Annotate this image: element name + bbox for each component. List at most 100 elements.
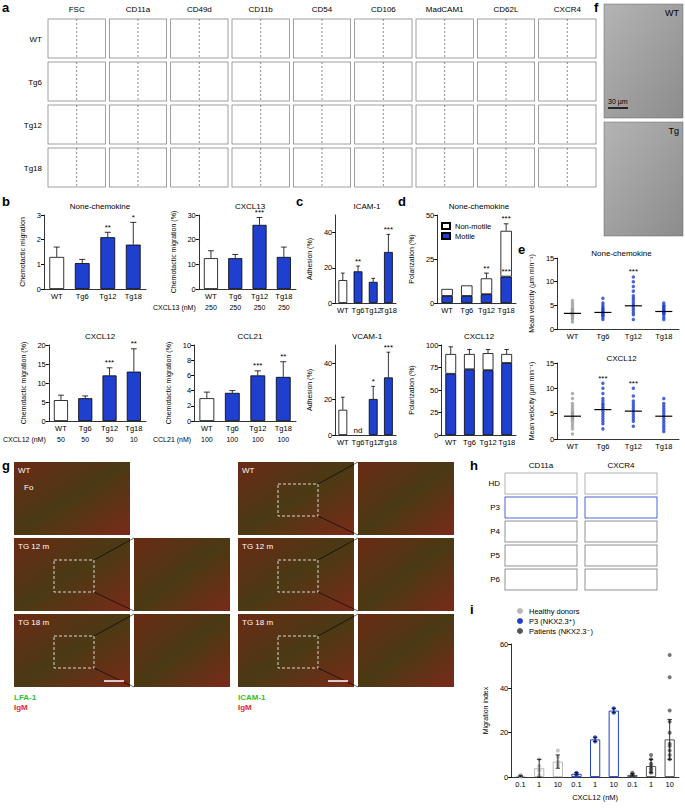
svg-text:Tg18: Tg18 <box>125 424 142 433</box>
svg-text:100: 100 <box>201 436 213 443</box>
svg-text:CCL21 (nM): CCL21 (nM) <box>153 436 191 444</box>
svg-text:P5: P5 <box>490 551 500 560</box>
svg-text:g: g <box>2 458 10 473</box>
svg-text:Chemotactic migration (%): Chemotactic migration (%) <box>170 211 178 293</box>
svg-text:WT: WT <box>567 332 579 341</box>
svg-text:TG 12 m: TG 12 m <box>18 542 49 551</box>
svg-text:WT: WT <box>665 8 679 18</box>
svg-text:***: *** <box>105 358 114 367</box>
svg-text:40: 40 <box>500 684 508 693</box>
svg-text:ICAM-1: ICAM-1 <box>353 202 381 211</box>
svg-text:***: *** <box>629 267 638 276</box>
svg-text:Tg6: Tg6 <box>596 442 609 451</box>
svg-text:75: 75 <box>430 363 438 372</box>
svg-text:30: 30 <box>187 211 195 220</box>
svg-text:Tg18: Tg18 <box>655 332 672 341</box>
svg-text:ICAM-1: ICAM-1 <box>238 693 266 702</box>
svg-text:Tg6: Tg6 <box>352 438 365 447</box>
svg-text:WT: WT <box>337 438 349 447</box>
svg-text:a: a <box>2 0 10 15</box>
svg-text:P6: P6 <box>490 575 500 584</box>
svg-text:Tg18: Tg18 <box>498 306 515 315</box>
svg-text:Tg12: Tg12 <box>249 424 266 433</box>
svg-text:5: 5 <box>550 409 554 418</box>
svg-text:10: 10 <box>546 384 554 393</box>
svg-text:WT: WT <box>18 466 31 475</box>
svg-text:P4: P4 <box>490 527 500 536</box>
svg-text:Non-motile: Non-motile <box>455 222 491 231</box>
svg-text:40: 40 <box>324 228 332 237</box>
svg-text:IgM: IgM <box>238 703 252 712</box>
svg-text:TG 18 m: TG 18 m <box>242 618 273 627</box>
svg-text:i: i <box>470 602 474 617</box>
svg-text:250: 250 <box>278 304 290 311</box>
svg-text:2: 2 <box>37 235 41 244</box>
svg-text:FSC: FSC <box>69 5 85 14</box>
svg-text:VCAM-1: VCAM-1 <box>352 332 383 341</box>
svg-text:CD11a: CD11a <box>529 461 554 470</box>
svg-text:10: 10 <box>187 260 195 269</box>
svg-text:10: 10 <box>554 780 562 789</box>
svg-text:Tg12: Tg12 <box>625 442 642 451</box>
svg-text:CCL21: CCL21 <box>238 332 263 341</box>
svg-text:0.1: 0.1 <box>571 780 581 789</box>
svg-text:15: 15 <box>37 360 45 369</box>
svg-text:100: 100 <box>252 436 264 443</box>
svg-text:c: c <box>296 194 303 209</box>
svg-text:Polarization (%): Polarization (%) <box>408 234 416 283</box>
svg-text:**: ** <box>131 339 137 348</box>
svg-text:P3: P3 <box>490 503 500 512</box>
svg-text:HD: HD <box>488 479 500 488</box>
svg-text:0.1: 0.1 <box>515 780 525 789</box>
svg-text:0: 0 <box>434 431 438 440</box>
svg-text:0: 0 <box>430 299 434 308</box>
svg-text:CXCL12 (nM): CXCL12 (nM) <box>3 436 46 444</box>
svg-text:WT: WT <box>201 424 213 433</box>
svg-text:***: *** <box>255 208 264 217</box>
svg-text:Tg6: Tg6 <box>463 438 476 447</box>
svg-text:***: *** <box>384 343 393 352</box>
svg-text:Tg12: Tg12 <box>251 292 268 301</box>
svg-text:CD54: CD54 <box>312 5 333 14</box>
svg-text:1: 1 <box>593 780 597 789</box>
svg-text:*: * <box>372 377 375 386</box>
svg-text:*: * <box>132 213 135 222</box>
svg-text:0: 0 <box>328 299 332 308</box>
svg-text:Patients (NKX2.3⁻): Patients (NKX2.3⁻) <box>529 627 593 636</box>
svg-text:0: 0 <box>42 417 46 426</box>
svg-text:Tg18: Tg18 <box>655 442 672 451</box>
svg-text:MadCAM1: MadCAM1 <box>426 5 464 14</box>
svg-text:10: 10 <box>183 341 191 350</box>
svg-text:3: 3 <box>37 211 41 220</box>
svg-text:50: 50 <box>426 211 434 220</box>
svg-text:10: 10 <box>37 379 45 388</box>
svg-text:WT: WT <box>242 466 255 475</box>
svg-text:Tg18: Tg18 <box>275 292 292 301</box>
svg-text:WT: WT <box>205 292 217 301</box>
svg-text:e: e <box>518 242 525 257</box>
svg-text:Tg: Tg <box>668 126 679 136</box>
svg-text:None-chemokine: None-chemokine <box>449 202 510 211</box>
svg-text:Fo: Fo <box>24 483 34 492</box>
svg-text:10: 10 <box>610 780 618 789</box>
svg-text:Tg6: Tg6 <box>28 78 42 87</box>
svg-text:0: 0 <box>187 417 191 426</box>
svg-text:20: 20 <box>187 235 195 244</box>
svg-text:CXCR4: CXCR4 <box>607 461 635 470</box>
svg-text:Tg12: Tg12 <box>101 424 118 433</box>
svg-text:***: *** <box>384 225 393 234</box>
svg-text:50: 50 <box>430 386 438 395</box>
svg-text:CD11a: CD11a <box>126 5 151 14</box>
svg-text:1: 1 <box>37 260 41 269</box>
svg-text:**: ** <box>280 352 286 361</box>
svg-text:Tg6: Tg6 <box>229 292 242 301</box>
svg-text:25: 25 <box>426 255 434 264</box>
svg-text:100: 100 <box>426 341 439 350</box>
svg-text:5: 5 <box>42 398 46 407</box>
svg-text:Mean velocity (μm min⁻¹): Mean velocity (μm min⁻¹) <box>528 254 536 333</box>
svg-text:Tg12: Tg12 <box>478 306 495 315</box>
svg-text:15: 15 <box>546 359 554 368</box>
svg-text:250: 250 <box>205 304 217 311</box>
svg-text:***: *** <box>501 267 510 276</box>
svg-text:**: ** <box>355 257 361 266</box>
